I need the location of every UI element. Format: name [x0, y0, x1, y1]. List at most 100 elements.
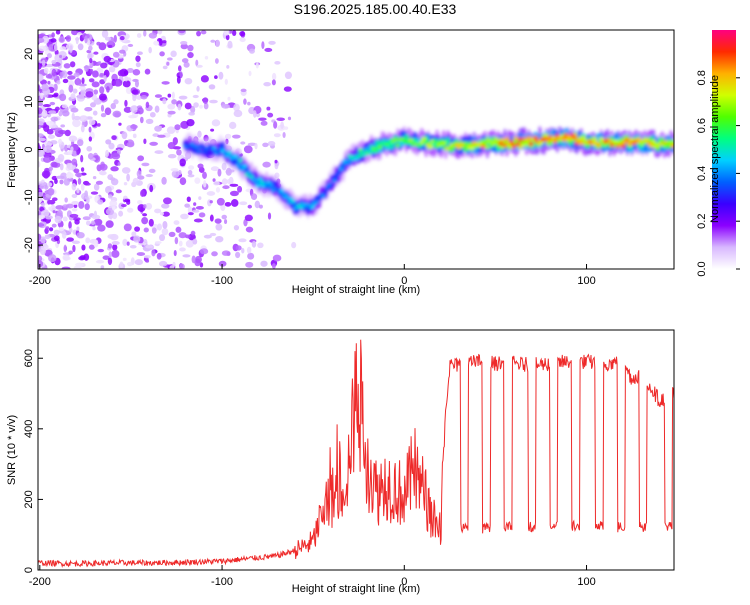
noise-speckle — [193, 102, 199, 108]
ridge-cell — [517, 137, 523, 142]
noise-speckle — [80, 183, 85, 191]
noise-speckle — [126, 173, 130, 182]
noise-speckle — [271, 79, 276, 86]
ridge-cell — [552, 139, 558, 144]
spectrogram-xlabel: Height of straight line (km) — [292, 284, 420, 296]
noise-speckle — [92, 110, 98, 116]
noise-speckle — [76, 232, 85, 239]
noise-speckle — [276, 117, 286, 121]
noise-speckle — [148, 168, 156, 174]
noise-speckle — [126, 207, 134, 213]
noise-speckle — [38, 191, 44, 198]
noise-speckle — [154, 150, 164, 154]
noise-speckle — [140, 189, 145, 197]
ridge-cell — [338, 166, 344, 171]
ridge-cell — [200, 150, 206, 155]
noise-speckle — [179, 263, 185, 269]
noise-speckle — [107, 221, 112, 227]
noise-speckle — [243, 218, 248, 227]
noise-speckle — [85, 237, 91, 244]
noise-speckle — [48, 166, 53, 171]
noise-speckle — [84, 35, 88, 44]
noise-speckle — [263, 81, 272, 87]
spectrogram-x-tick-label: -200 — [29, 275, 51, 287]
noise-speckle — [38, 137, 47, 142]
noise-speckle — [235, 251, 241, 259]
noise-speckle — [84, 190, 88, 198]
noise-speckle — [45, 74, 53, 79]
noise-speckle — [71, 158, 78, 166]
noise-speckle — [184, 102, 192, 110]
noise-speckle — [176, 75, 181, 84]
noise-speckle — [59, 93, 67, 102]
noise-speckle — [88, 136, 92, 142]
noise-speckle — [131, 89, 139, 95]
ridge-cell — [226, 150, 232, 155]
noise-speckle — [120, 203, 127, 208]
noise-speckle — [78, 86, 86, 90]
noise-speckle — [59, 46, 67, 51]
spectrogram-x-tick-label: -100 — [211, 275, 233, 287]
noise-speckle — [61, 104, 68, 109]
noise-speckle — [39, 92, 44, 100]
noise-speckle — [157, 30, 163, 35]
noise-speckle — [179, 158, 186, 167]
noise-speckle — [283, 86, 292, 92]
noise-speckle — [113, 99, 119, 105]
noise-speckle — [70, 93, 76, 100]
noise-speckle — [198, 212, 206, 218]
noise-speckle — [157, 134, 166, 138]
noise-speckle — [243, 98, 247, 105]
noise-speckle — [38, 199, 42, 204]
noise-speckle — [97, 123, 101, 127]
noise-speckle — [154, 240, 162, 245]
noise-speckle — [88, 244, 95, 250]
noise-speckle — [251, 240, 257, 248]
noise-speckle — [123, 69, 129, 76]
noise-speckle — [174, 236, 179, 245]
noise-speckle — [213, 181, 220, 186]
noise-speckle — [50, 161, 58, 168]
noise-speckle — [171, 91, 175, 100]
noise-speckle — [195, 59, 199, 67]
noise-speckle — [117, 161, 121, 166]
noise-speckle — [223, 30, 230, 36]
noise-speckle — [151, 249, 156, 257]
noise-speckle — [224, 78, 228, 85]
noise-speckle — [60, 124, 66, 128]
noise-speckle — [241, 247, 245, 254]
noise-speckle — [47, 80, 51, 85]
ridge-cell — [500, 138, 506, 143]
noise-speckle — [284, 71, 292, 80]
noise-speckle — [196, 86, 200, 92]
noise-speckle — [111, 249, 120, 258]
noise-speckle — [104, 107, 112, 116]
ridge-cell — [432, 139, 438, 144]
colorbar-tick-label: 0.6 — [696, 118, 708, 133]
noise-speckle — [59, 179, 64, 185]
noise-speckle — [262, 142, 269, 148]
ridge-cell — [463, 141, 469, 146]
noise-speckle — [224, 201, 232, 207]
noise-speckle — [206, 191, 216, 196]
noise-speckle — [162, 40, 167, 44]
colorbar-label: Normalized spectral amplitude — [709, 75, 721, 223]
noise-speckle — [252, 110, 257, 118]
colorbar-tick-label: 0.4 — [696, 166, 708, 181]
noise-speckle — [142, 213, 148, 217]
noise-speckle — [225, 34, 230, 41]
noise-speckle — [107, 243, 113, 249]
noise-speckle — [170, 168, 179, 172]
noise-speckle — [83, 253, 90, 261]
noise-speckle — [76, 226, 80, 231]
noise-speckle — [221, 103, 230, 109]
noise-speckle — [58, 36, 66, 43]
noise-speckle — [130, 124, 138, 130]
noise-speckle — [83, 182, 91, 186]
ridge-cell — [395, 143, 401, 148]
noise-speckle — [76, 77, 80, 86]
noise-speckle — [161, 203, 170, 209]
ridge-cell — [484, 145, 490, 150]
spectrogram-x-tick-label: 100 — [577, 275, 595, 287]
ridge-cell — [498, 141, 504, 146]
